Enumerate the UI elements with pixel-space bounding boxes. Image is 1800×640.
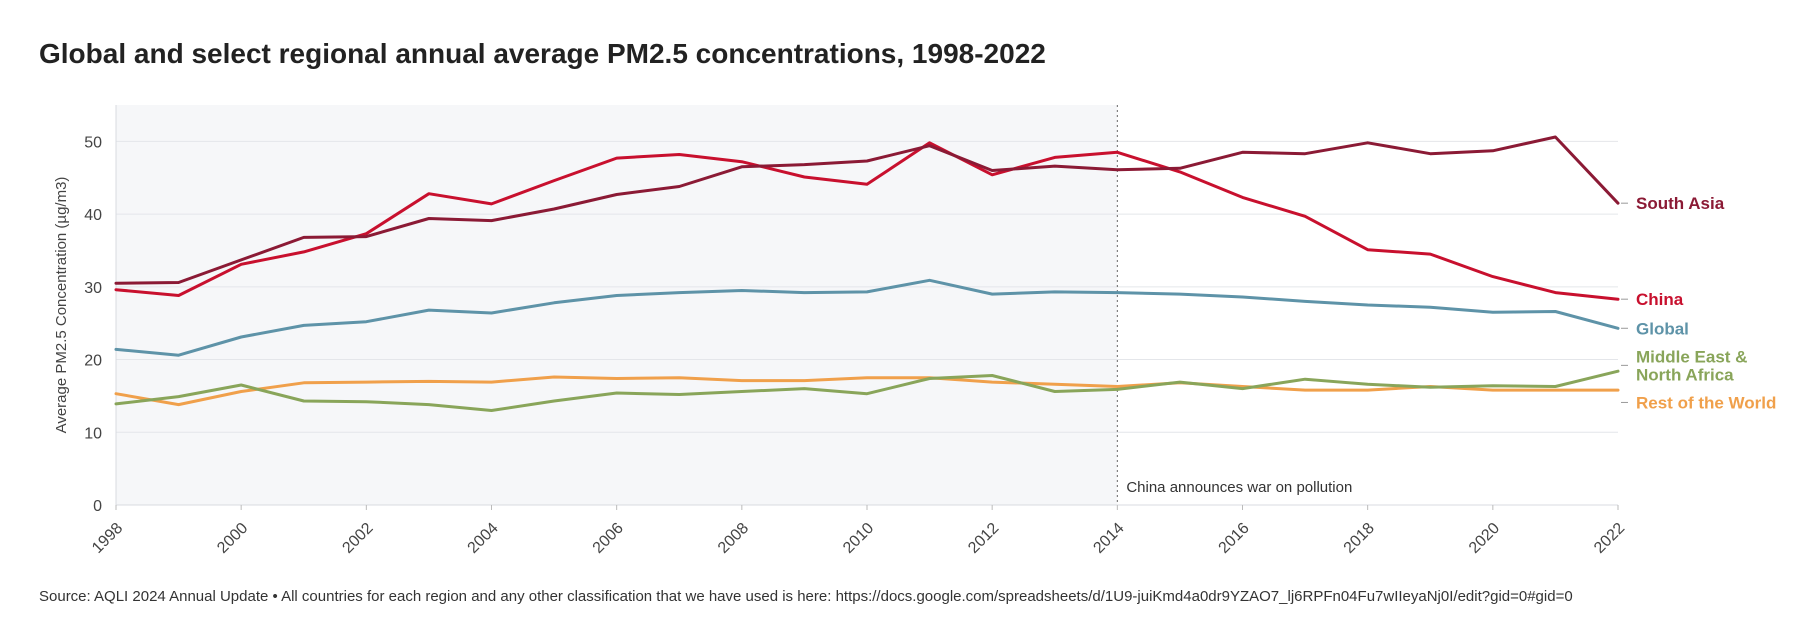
annotation-layer: China announces war on pollution [1116,105,1352,505]
x-tick-label: 2018 [1341,520,1378,557]
series-label-middle-east-north-africa: North Africa [1636,365,1734,384]
x-tick-label: 2016 [1216,520,1253,557]
y-tick-label: 50 [84,134,102,151]
x-tick-label: 2008 [715,520,752,557]
chart-title: Global and select regional annual averag… [39,38,1046,69]
y-tick-label: 40 [84,207,102,224]
x-tick-label: 2002 [339,520,376,557]
x-tick-label: 2006 [590,520,627,557]
series-label-south-asia: South Asia [1636,194,1725,213]
y-tick-label: 10 [84,425,102,442]
x-tick-label: 2020 [1466,520,1503,557]
series-label-middle-east-north-africa: Middle East & [1636,347,1747,366]
x-tick-label: 2022 [1591,520,1628,557]
y-axis-title: Average PM2.5 Concentration (µg/m3) [53,177,70,434]
series-line-rest-of-the-world [114,375,1620,407]
x-tick-label: 2004 [465,520,502,557]
series-layer [114,135,1620,412]
gridlines-layer [116,140,1618,433]
x-tick-label: 1998 [89,520,126,557]
series-line-south-asia [114,135,1620,285]
source-note: Source: AQLI 2024 Annual Update • All co… [39,588,1573,605]
y-tick-label: 30 [84,280,102,297]
x-tick-label: 2000 [214,520,251,557]
series-line-global [114,278,1620,357]
series-label-global: Global [1636,319,1689,338]
series-labels-layer: South Asia China Global Middle East &North … [1621,194,1776,412]
series-label-rest-of-the-world: Rest of the World [1636,393,1776,412]
series-line-middle-east-north-africa [114,369,1620,412]
shaded-period-layer [116,105,1118,505]
y-tick-label: 0 [93,498,102,515]
x-tick-label: 2012 [965,520,1002,557]
series-label-china: China [1636,290,1684,309]
x-tick-label: 2010 [840,520,877,557]
series-line-china [114,141,1620,301]
x-tick-label: 2014 [1090,520,1127,557]
y-tick-label: 20 [84,353,102,370]
annotation-label: China announces war on pollution [1126,479,1352,496]
shaded-period [116,105,1118,505]
